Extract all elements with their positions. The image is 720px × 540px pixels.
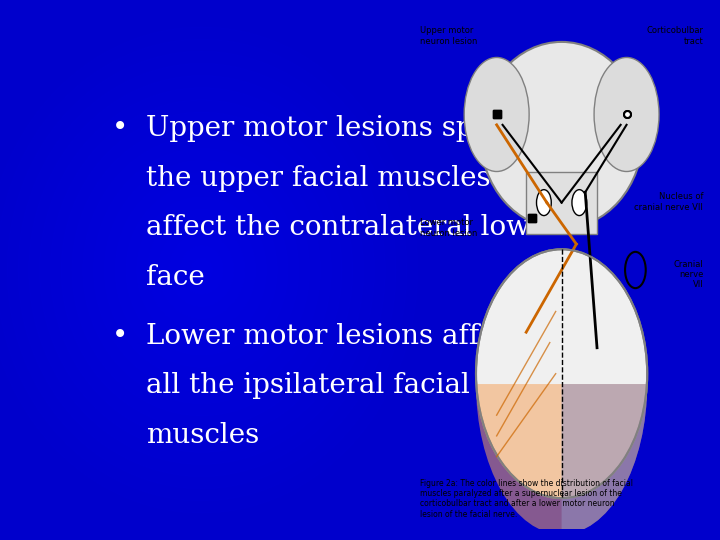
Wedge shape [476, 384, 647, 535]
Text: Nucleus of
cranial nerve VII: Nucleus of cranial nerve VII [634, 192, 703, 212]
Text: muscles: muscles [145, 422, 259, 449]
Circle shape [536, 190, 552, 215]
Circle shape [572, 190, 587, 215]
Text: the upper facial muscles and: the upper facial muscles and [145, 165, 552, 192]
Wedge shape [562, 384, 647, 535]
Text: affect the contralateral lower: affect the contralateral lower [145, 214, 559, 241]
Text: Upper motor
neuron lesion: Upper motor neuron lesion [420, 26, 477, 46]
Text: Corticobulbar
tract: Corticobulbar tract [647, 26, 703, 46]
Ellipse shape [594, 57, 659, 172]
Text: face: face [145, 265, 204, 292]
Ellipse shape [476, 249, 647, 498]
Text: all the ipsilateral facial: all the ipsilateral facial [145, 373, 469, 400]
Text: Lower motor
neuron lesion: Lower motor neuron lesion [420, 218, 477, 238]
Text: •  Lower motor lesions affect: • Lower motor lesions affect [112, 322, 523, 349]
Text: Cranial
nerve
VII: Cranial nerve VII [673, 260, 703, 289]
Text: Figure 2a: The color lines show the distribution of facial
muscles paralyzed aft: Figure 2a: The color lines show the dist… [420, 478, 633, 519]
Text: •  Upper motor lesions spare: • Upper motor lesions spare [112, 114, 520, 141]
Ellipse shape [480, 42, 643, 228]
FancyBboxPatch shape [526, 172, 597, 234]
Ellipse shape [464, 57, 529, 172]
